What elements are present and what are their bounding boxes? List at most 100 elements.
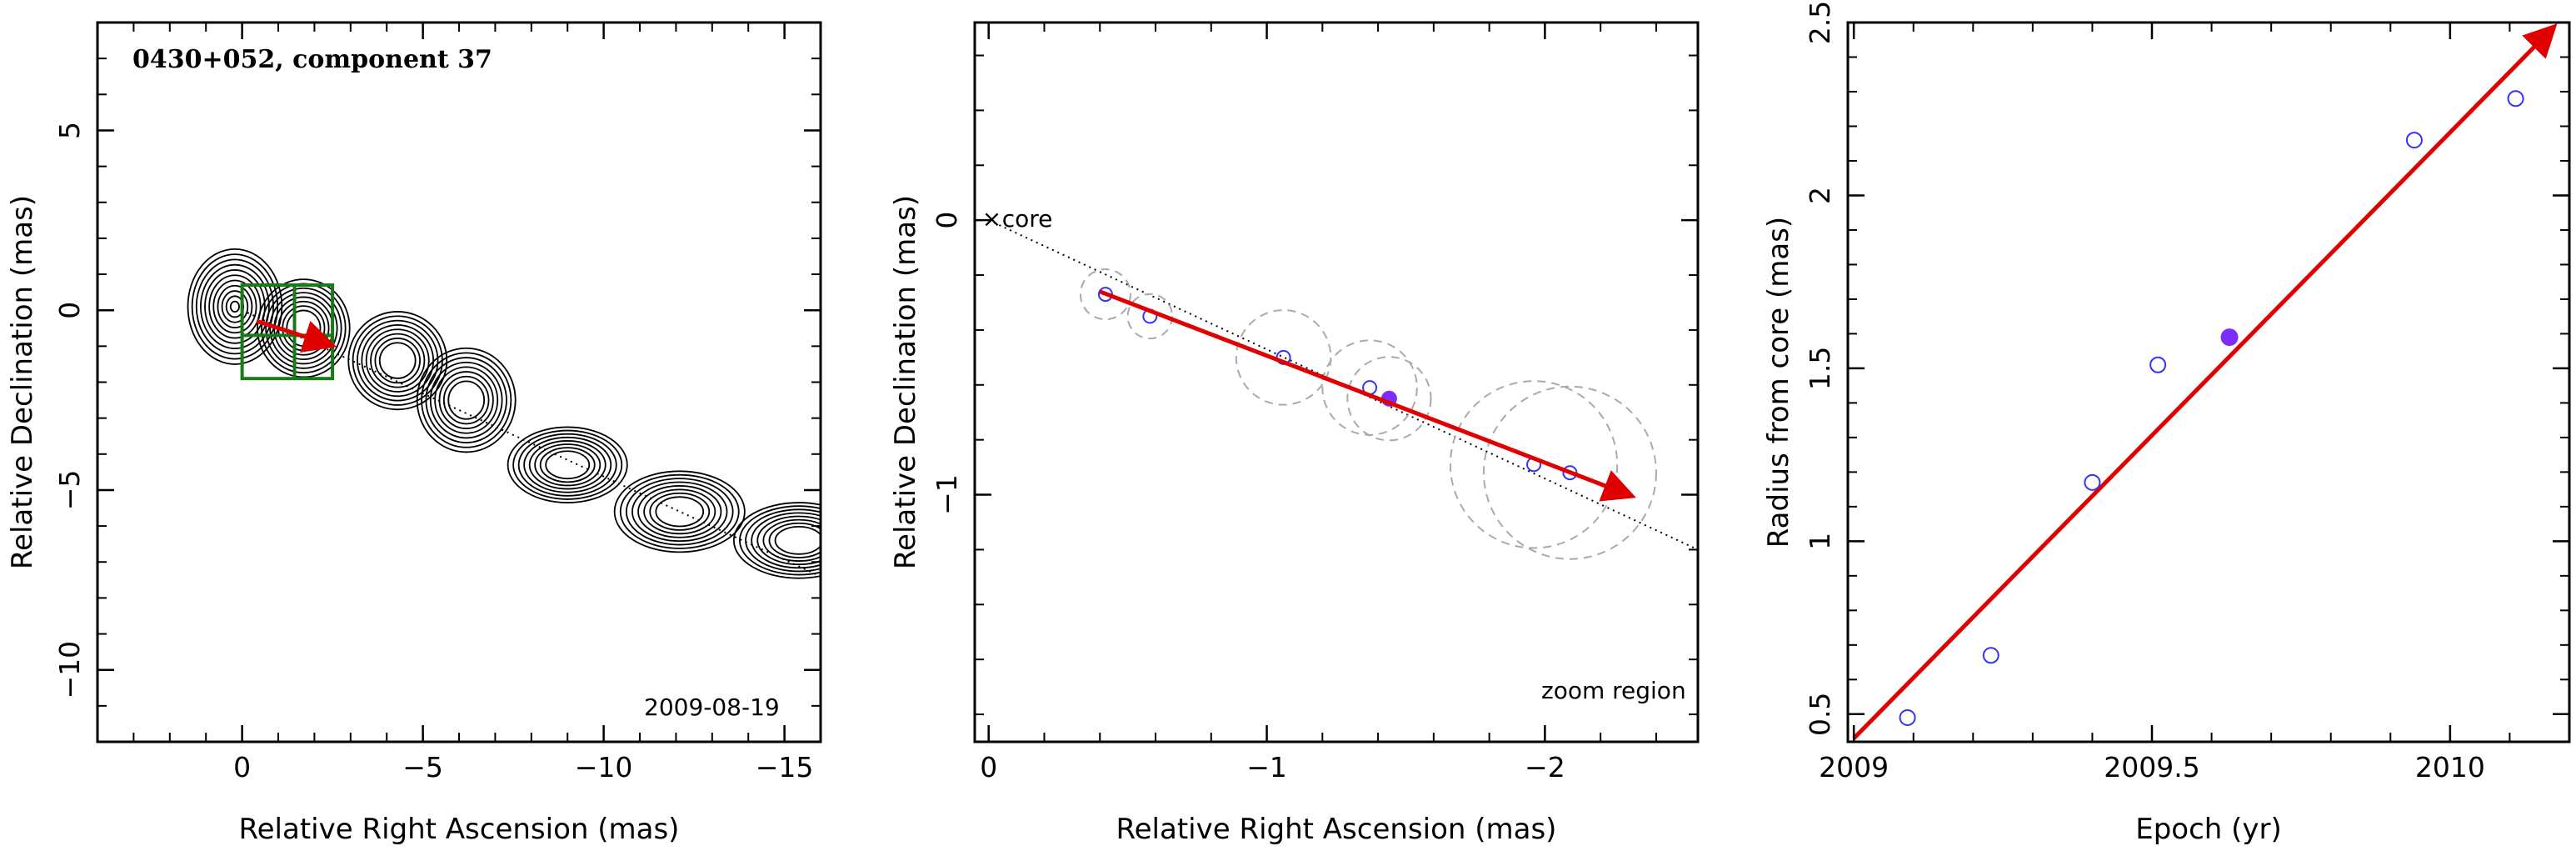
linear-fit-arrow xyxy=(1852,23,2558,740)
x-tick-label: 2009 xyxy=(1819,751,1889,783)
radius-point xyxy=(1982,647,1999,664)
x-tick-label: 0 xyxy=(980,751,997,783)
component-size-circle xyxy=(1235,309,1332,406)
y-axis-title: Relative Declination (mas) xyxy=(889,195,922,569)
component-size-circle xyxy=(1079,268,1131,321)
radius-point xyxy=(2405,132,2423,149)
radius-epoch-panel: 2009 2009.5 2010 0.5 1 1.5 2 2.5 Epoch (yr) Rad… xyxy=(1762,1,2571,846)
y-tick-label: 1 xyxy=(1804,533,1836,550)
contour-level xyxy=(751,512,821,569)
radius-epoch-frame xyxy=(1846,21,2571,743)
contour-level xyxy=(361,324,435,398)
motion-arrow xyxy=(1099,289,1636,502)
radius-point xyxy=(1899,708,1916,726)
contour-level xyxy=(523,436,612,493)
ridge-line xyxy=(242,309,821,578)
source-title: 0430+052, component 37 xyxy=(132,45,492,74)
contour-level xyxy=(637,485,722,538)
contour-overlays xyxy=(240,283,821,578)
contour-level xyxy=(739,505,821,576)
y-axis-title: Relative Declination (mas) xyxy=(6,195,39,569)
contour-level xyxy=(217,284,253,328)
contour-level xyxy=(512,429,623,500)
contour-level xyxy=(442,375,490,425)
contour-level xyxy=(187,248,283,365)
contour-lines xyxy=(187,248,821,579)
y-tick-label: 0.5 xyxy=(1804,693,1836,736)
contour-level xyxy=(378,342,417,379)
radius-epoch-ticks: 2009 2009.5 2010 0.5 1 1.5 2 2.5 xyxy=(1804,1,2570,783)
zoom-ticks: 0 −1 −2 0 −1 xyxy=(931,23,1698,783)
component-size-circle xyxy=(1449,380,1619,549)
y-tick-label: 1.5 xyxy=(1804,347,1836,390)
radius-point xyxy=(2149,356,2167,373)
contour-level xyxy=(416,347,517,453)
motion-arrow xyxy=(256,318,337,353)
component-size-circle xyxy=(1126,293,1174,340)
contour-level xyxy=(365,328,430,393)
contour-level xyxy=(528,440,607,490)
current-epoch-point xyxy=(2220,328,2239,347)
contour-level xyxy=(632,481,728,543)
radius-point xyxy=(2084,473,2101,491)
component-size-circle xyxy=(1321,339,1418,436)
contour-level xyxy=(643,488,716,535)
contour-level xyxy=(613,470,746,553)
contour-level xyxy=(425,357,507,443)
x-tick-label: 0 xyxy=(233,751,251,783)
y-tick-label: 2.5 xyxy=(1804,1,1836,44)
x-tick-label: −1 xyxy=(1246,751,1287,783)
contour-level xyxy=(745,508,821,573)
component-size-circle xyxy=(1346,356,1432,442)
contour-level xyxy=(265,287,342,369)
contour-level xyxy=(429,361,503,439)
y-tick-label: −5 xyxy=(53,470,86,511)
contour-level xyxy=(649,492,711,531)
y-tick-label: −1 xyxy=(931,474,963,515)
radius-point xyxy=(2507,90,2524,108)
core-label: core xyxy=(1002,205,1053,233)
contour-level xyxy=(374,338,421,384)
epoch-date-label: 2009-08-19 xyxy=(644,693,780,721)
zoom-region-panel: × 0 −1 −2 0 −1 core zoom region Relative Rig… xyxy=(889,21,1700,846)
contour-level xyxy=(625,478,734,546)
x-tick-label: 2010 xyxy=(2415,751,2485,783)
contour-level xyxy=(282,305,326,352)
component-size-circle xyxy=(1482,385,1657,560)
contour-level xyxy=(229,300,240,313)
contour-level xyxy=(438,371,494,429)
x-tick-label: −5 xyxy=(402,751,443,783)
contour-level xyxy=(277,300,330,356)
contour-level xyxy=(269,292,338,365)
radius-epoch-content xyxy=(1852,23,2558,740)
contour-level xyxy=(756,515,821,566)
contour-level xyxy=(732,502,821,579)
contour-level xyxy=(357,319,439,402)
y-tick-label: 0 xyxy=(931,212,963,229)
contour-level xyxy=(221,290,249,323)
y-axis-title: Radius from core (mas) xyxy=(1762,217,1795,548)
contour-level xyxy=(347,311,448,411)
contour-level xyxy=(434,366,499,434)
core-marker: × xyxy=(982,205,1001,233)
x-axis-title: Epoch (yr) xyxy=(2135,813,2282,846)
contour-level xyxy=(619,473,740,549)
contour-level xyxy=(768,522,821,558)
x-tick-label: −15 xyxy=(756,751,814,783)
contour-level xyxy=(421,352,512,448)
x-axis-title: Relative Right Ascension (mas) xyxy=(239,813,680,846)
contour-level xyxy=(517,433,617,497)
contour-level xyxy=(212,279,257,334)
y-tick-label: 5 xyxy=(53,122,86,139)
contour-level xyxy=(545,450,591,480)
x-axis-title: Relative Right Ascension (mas) xyxy=(1116,813,1557,846)
x-tick-label: −2 xyxy=(1525,751,1565,783)
zoom-region-label: zoom region xyxy=(1541,677,1686,704)
zoom-content: × xyxy=(982,205,1699,560)
zoom-frame xyxy=(973,21,1700,743)
contour-level xyxy=(655,496,705,528)
contour-level xyxy=(774,525,821,555)
contour-map-ticks: 0 −5 −10 −15 5 0 −5 −10 xyxy=(53,22,821,783)
